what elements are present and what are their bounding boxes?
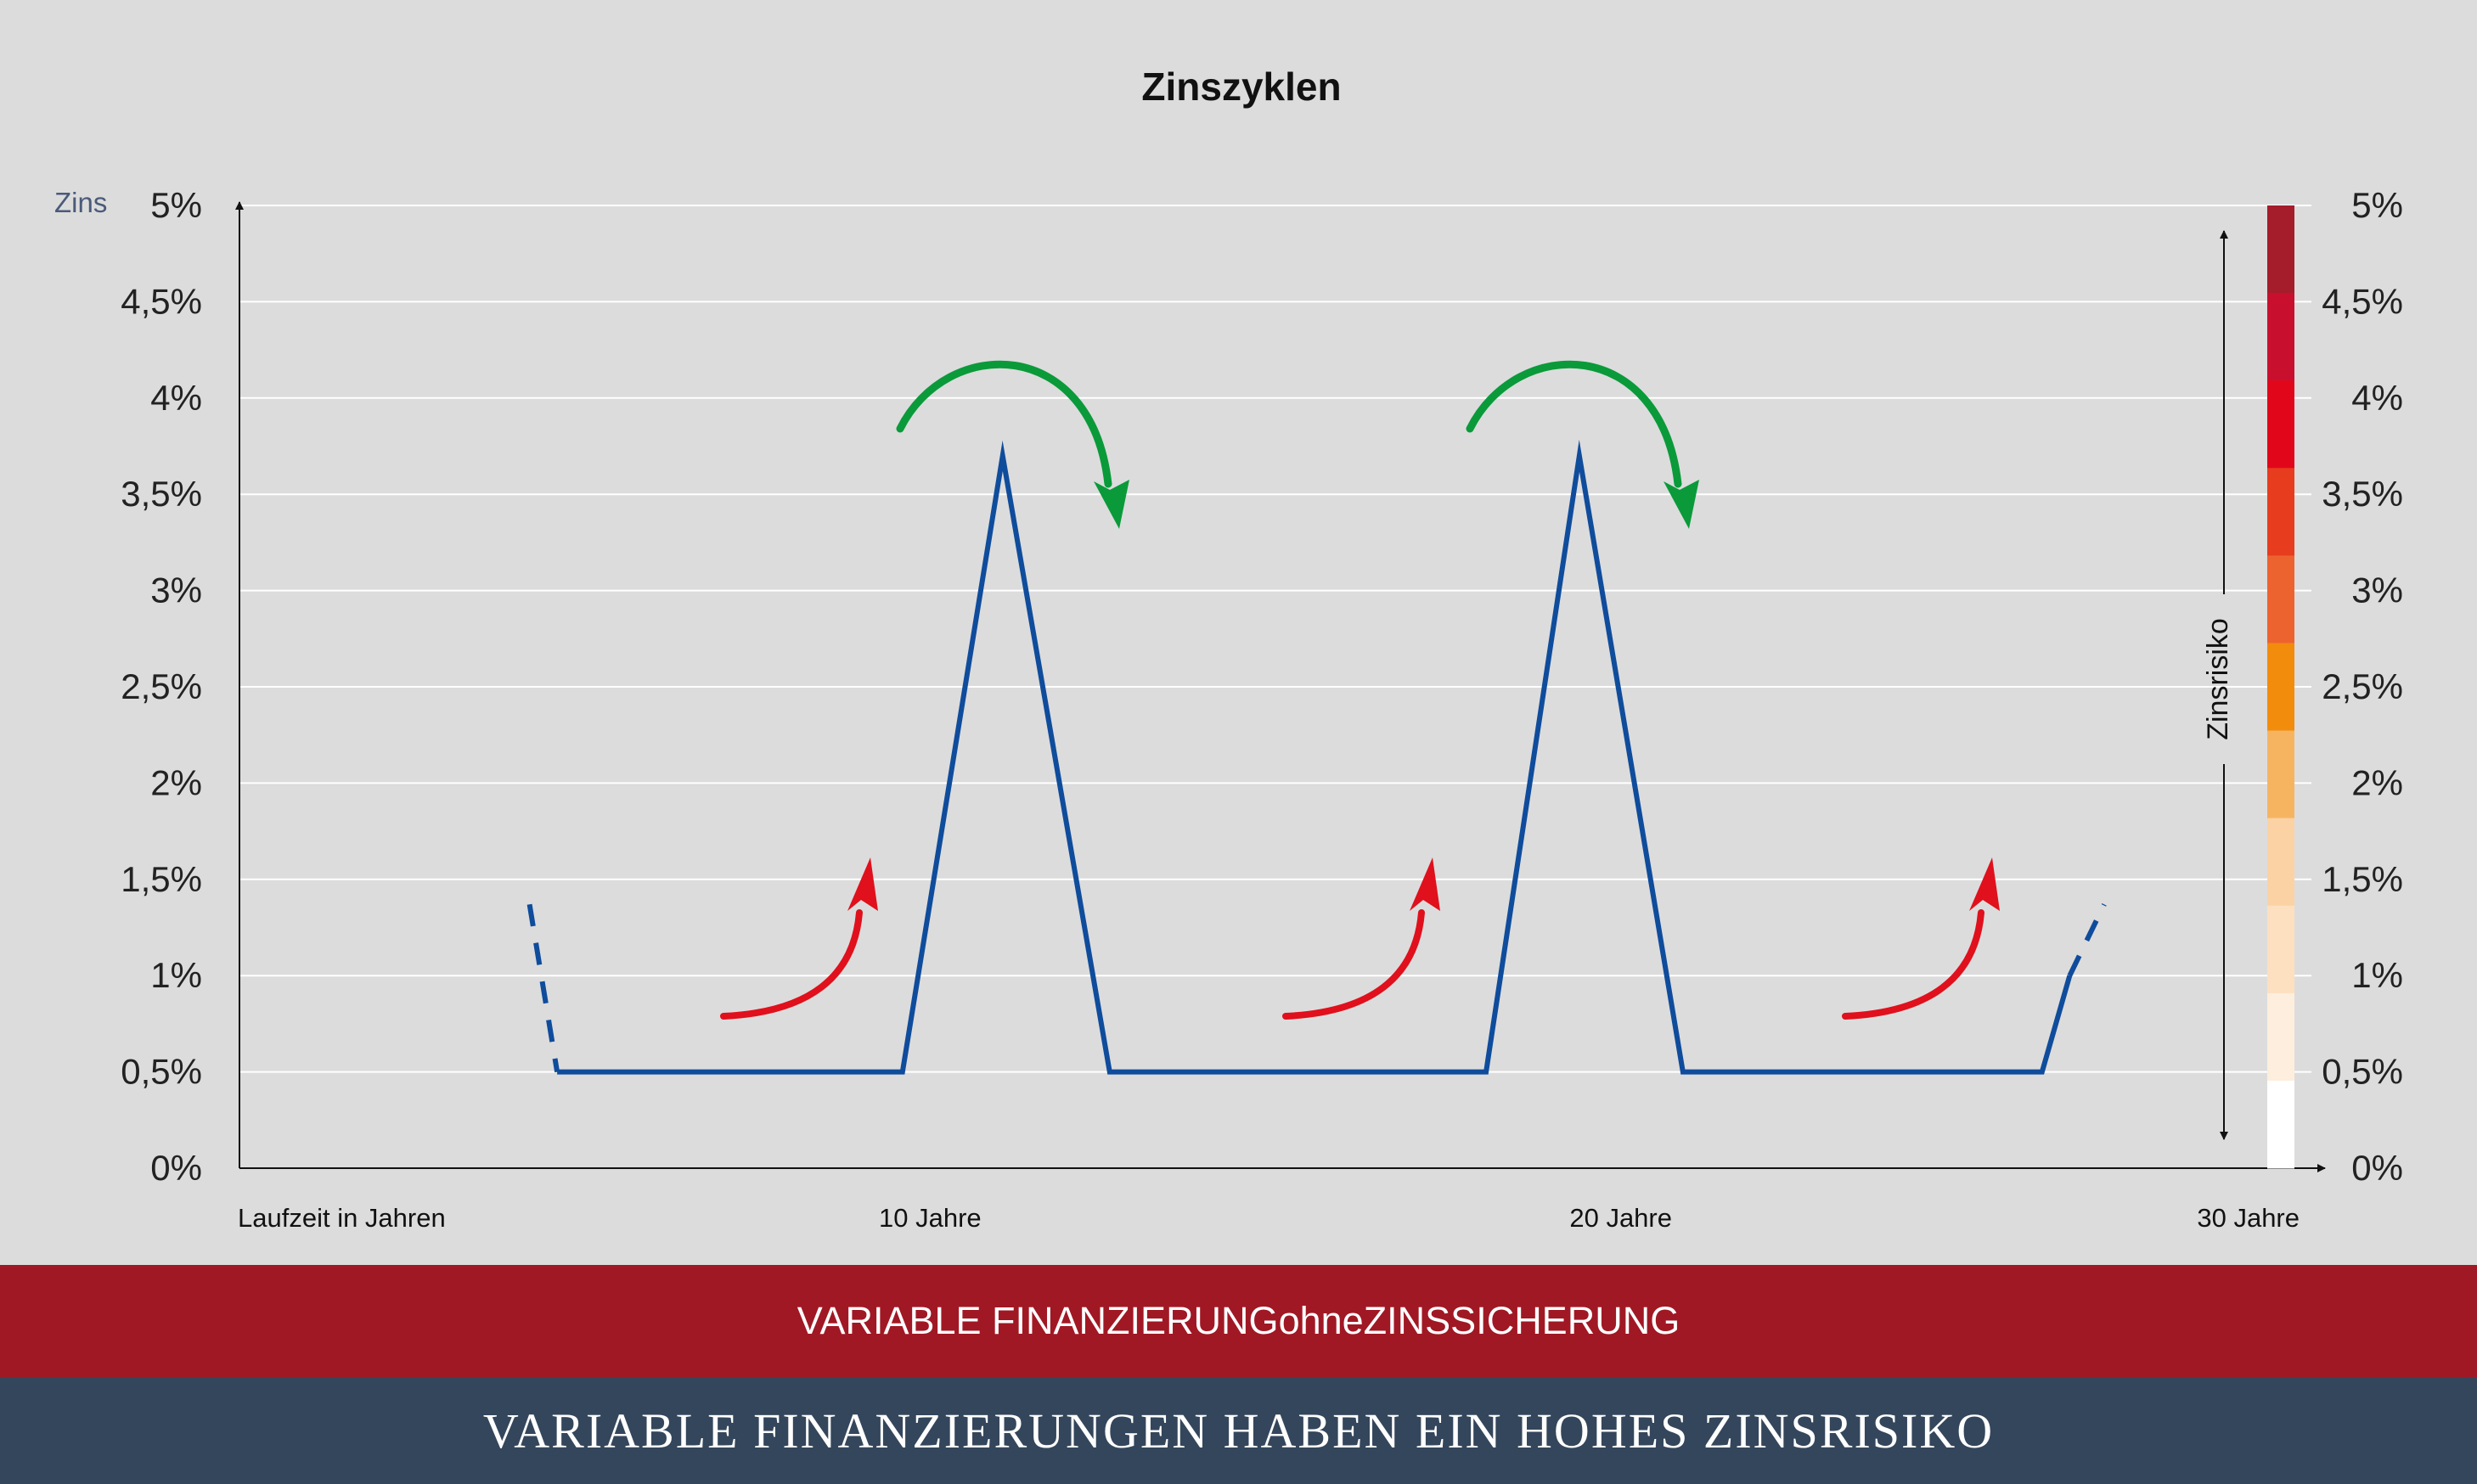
falling-arrow-head bbox=[1664, 480, 1699, 529]
risk-scale-segment bbox=[2267, 555, 2294, 644]
y-tick-label-right: 0,5% bbox=[2322, 1052, 2403, 1092]
chart-title: Zinszyklen bbox=[1141, 65, 1341, 109]
interest-cycle-chart: 0% 0,5% 1% 1,5% 2% 2,5% 3% 3,5% 4% 4,5% 5% 0% 0,5% 1… bbox=[54, 65, 2403, 1233]
subtitle-band: VARIABLE FINANZIERUNG ohne ZINSSICHERUNG bbox=[0, 1265, 2477, 1377]
headline-band: VARIABLE FINANZIERUNGEN HABEN EIN HOHES … bbox=[0, 1377, 2477, 1484]
y-tick-label-right: 0% bbox=[2351, 1148, 2403, 1188]
band-text-part3: ZINSSICHERUNG bbox=[1363, 1299, 1680, 1342]
x-tick-label: 30 Jahre bbox=[2197, 1203, 2300, 1233]
rising-arrow bbox=[1282, 857, 1440, 1020]
y-tick-label: 4,5% bbox=[121, 281, 202, 321]
y-tick-label-right: 1,5% bbox=[2322, 859, 2403, 899]
y-tick-label-right: 3,5% bbox=[2322, 474, 2403, 514]
y-tick-label: 4% bbox=[150, 378, 202, 418]
y-tick-label-right: 2% bbox=[2351, 762, 2403, 802]
risk-scale-segment bbox=[2267, 992, 2294, 1082]
x-tick-label: 20 Jahre bbox=[1569, 1203, 1672, 1233]
rising-arrow-shaft bbox=[720, 909, 863, 1020]
y-tick-label-right: 4,5% bbox=[2322, 281, 2403, 321]
x-axis-label: Laufzeit in Jahren bbox=[238, 1203, 446, 1233]
series-dashed-start bbox=[526, 903, 560, 1073]
falling-arrow bbox=[896, 360, 1129, 529]
risk-scale-segment bbox=[2267, 643, 2294, 732]
rising-arrow-shaft bbox=[1842, 909, 1984, 1020]
rising-arrow bbox=[720, 857, 878, 1020]
y-axis-label: Zins bbox=[54, 187, 107, 218]
chart-canvas: 0% 0,5% 1% 1,5% 2% 2,5% 3% 3,5% 4% 4,5% 5% 0% 0,5% 1… bbox=[54, 65, 2403, 1233]
risk-scale-segment bbox=[2267, 905, 2294, 994]
rising-arrow bbox=[1842, 857, 2000, 1020]
y-tick-label: 2% bbox=[150, 762, 202, 802]
y-tick-label: 2,5% bbox=[121, 666, 202, 706]
risk-scale-segment bbox=[2267, 205, 2294, 294]
risk-scale-segment bbox=[2267, 293, 2294, 381]
rising-arrow-shaft bbox=[1282, 909, 1425, 1020]
y-tick-label-right: 3% bbox=[2351, 571, 2403, 610]
y-tick-label: 1,5% bbox=[121, 859, 202, 899]
rising-arrow-head bbox=[847, 857, 878, 911]
series-dashed-end bbox=[2067, 902, 2107, 977]
band-text-part1: VARIABLE FINANZIERUNG bbox=[797, 1299, 1279, 1342]
y-tick-label: 3% bbox=[150, 571, 202, 610]
y-tick-label-right: 5% bbox=[2351, 185, 2403, 225]
y-tick-label: 0,5% bbox=[121, 1052, 202, 1092]
rising-arrow-head bbox=[1410, 857, 1440, 911]
y-tick-label-right: 4% bbox=[2351, 378, 2403, 418]
series-line bbox=[557, 439, 2073, 1075]
risk-scale-segment bbox=[2267, 468, 2294, 556]
y-tick-label: 5% bbox=[150, 185, 202, 225]
risk-scale-label: Zinsrisiko bbox=[2202, 618, 2234, 740]
risk-scale-segment bbox=[2267, 730, 2294, 819]
risk-scale-segment bbox=[2267, 818, 2294, 907]
y-tick-label: 0% bbox=[150, 1148, 202, 1188]
y-tick-label: 3,5% bbox=[121, 474, 202, 514]
y-tick-label-right: 2,5% bbox=[2322, 666, 2403, 706]
headline-text: VARIABLE FINANZIERUNGEN HABEN EIN HOHES … bbox=[482, 1402, 1995, 1459]
rising-arrow-head bbox=[1969, 857, 2000, 911]
risk-scale-segment bbox=[2267, 1080, 2294, 1169]
risk-scale-segment bbox=[2267, 380, 2294, 469]
falling-arrow-shaft bbox=[896, 360, 1112, 488]
falling-arrow-shaft bbox=[1466, 360, 1682, 488]
band-text-part2: ohne bbox=[1278, 1299, 1364, 1342]
x-tick-label: 10 Jahre bbox=[879, 1203, 982, 1233]
y-tick-label-right: 1% bbox=[2351, 955, 2403, 995]
y-tick-label: 1% bbox=[150, 955, 202, 995]
falling-arrow bbox=[1466, 360, 1699, 529]
falling-arrow-head bbox=[1094, 480, 1129, 529]
